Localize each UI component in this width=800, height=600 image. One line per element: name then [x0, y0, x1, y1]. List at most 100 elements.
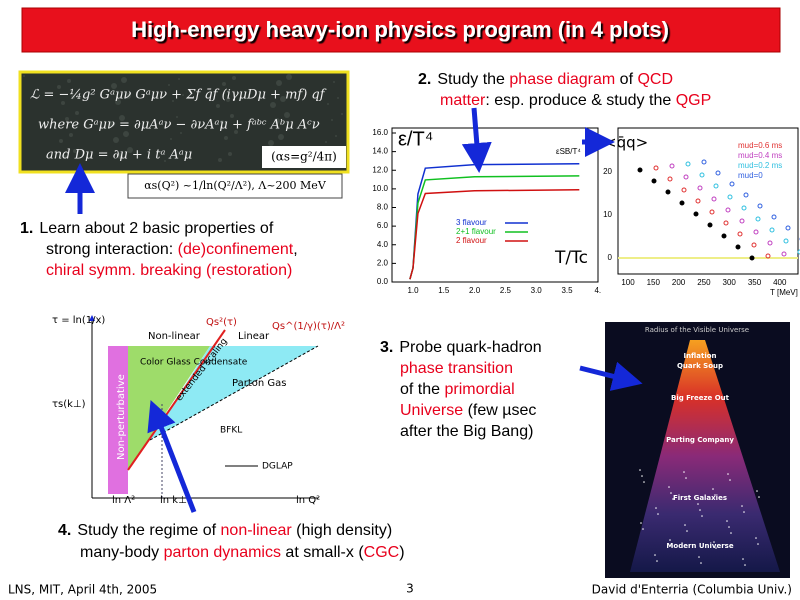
- legend-label: 2 flavour: [456, 236, 487, 245]
- data-point: [723, 220, 729, 226]
- stage-label: Parting Company: [666, 436, 734, 444]
- data-point: [709, 209, 715, 215]
- text-run: ,: [293, 241, 297, 258]
- point-line: 4. Study the regime of non-linear (high d…: [58, 522, 392, 539]
- text-run: strong interaction:: [46, 241, 178, 258]
- y-tick-label: 0: [608, 253, 613, 262]
- texture: [182, 94, 184, 96]
- point-number: 3.: [380, 339, 393, 356]
- star: [684, 524, 686, 526]
- texture: [119, 115, 125, 121]
- text-run: (few µsec: [463, 402, 536, 419]
- title-bar: [21, 7, 781, 53]
- texture: [164, 160, 166, 162]
- x-tick-label: 350: [748, 278, 762, 287]
- axis-label: τs(k⊥): [52, 399, 86, 410]
- star: [755, 537, 757, 539]
- point-line: chiral symm. breaking (restoration): [46, 262, 292, 279]
- star: [726, 520, 728, 522]
- texture: [65, 117, 69, 121]
- region-label: Color Glass Condensate: [140, 358, 248, 368]
- data-point: [665, 189, 671, 195]
- texture: [174, 154, 176, 156]
- data-point: [707, 222, 713, 228]
- curve-label: Qs^(1/γ)(τ)/Λ²: [272, 321, 345, 332]
- text-run: Study the regime of: [77, 522, 220, 539]
- y-tick-label: 0.0: [377, 277, 389, 286]
- point-line: strong interaction: (de)confinement,: [46, 241, 298, 258]
- texture: [172, 100, 174, 102]
- point-line: 3. Probe quark-hadron: [380, 339, 542, 356]
- texture: [69, 133, 73, 137]
- point-line: after the Big Bang): [400, 423, 533, 440]
- text-run: phase diagram: [509, 71, 615, 88]
- texture: [176, 116, 178, 118]
- point-line: Universe (few µsec: [400, 402, 536, 419]
- legend-label: 2+1 flavour: [456, 227, 496, 236]
- texture: [113, 137, 119, 143]
- texture: [268, 140, 274, 146]
- y-tick-label: 10: [603, 210, 612, 219]
- texture: [117, 153, 123, 159]
- data-point: [755, 216, 761, 222]
- star: [698, 556, 700, 558]
- text-run: primordial: [444, 381, 514, 398]
- data-point: [757, 203, 763, 209]
- point-line: 2. Study the phase diagram of QCD: [418, 71, 673, 88]
- star: [686, 530, 688, 532]
- point-line: many-body parton dynamics at small-x (CG…: [80, 544, 405, 561]
- texture: [216, 104, 220, 108]
- star: [744, 564, 746, 566]
- texture: [224, 136, 228, 140]
- data-point: [781, 251, 787, 257]
- text-run: matter: [440, 92, 486, 109]
- data-point: [653, 165, 659, 171]
- stage-label: Big Freeze Out: [671, 394, 730, 402]
- text-run: Study the: [437, 71, 509, 88]
- text-run: at small-x (: [281, 544, 364, 561]
- texture: [168, 84, 170, 86]
- y-tick-label: 2.0: [377, 258, 389, 267]
- data-point: [753, 229, 759, 235]
- y-tick-label: 4.0: [377, 240, 389, 249]
- texture: [327, 103, 329, 105]
- texture: [337, 97, 339, 99]
- footer-left: LNS, MIT, April 4th, 2005: [8, 583, 157, 597]
- star: [715, 547, 717, 549]
- data-point: [683, 174, 689, 180]
- y-tick-label: 6.0: [377, 221, 389, 230]
- texture: [222, 82, 226, 86]
- star: [656, 560, 658, 562]
- axis-label: τ = ln(1/x): [52, 315, 105, 326]
- star: [700, 562, 702, 564]
- texture: [331, 119, 333, 121]
- point-line: 1. Learn about 2 basic properties of: [20, 220, 274, 237]
- x-tick-label: 1.0: [407, 286, 419, 295]
- text-run: phase transition: [400, 360, 513, 377]
- texture: [278, 134, 284, 140]
- texture: [230, 114, 234, 118]
- x-tick-label: 2.5: [500, 286, 512, 295]
- texture: [115, 99, 121, 105]
- data-point: [715, 170, 721, 176]
- texture: [232, 76, 236, 80]
- coupling: (αs=g²/4π): [271, 150, 337, 164]
- star: [639, 469, 641, 471]
- text-run: of: [615, 71, 637, 88]
- stage-label: Inflation: [683, 352, 716, 360]
- lattice-frame: [391, 127, 599, 283]
- x-tick-label: 100: [621, 278, 635, 287]
- texture: [325, 141, 327, 143]
- star: [654, 554, 656, 556]
- text-run: ): [399, 544, 404, 561]
- legend-label: mud=0: [738, 171, 763, 180]
- universe-funnel: [630, 340, 780, 572]
- data-point: [729, 181, 735, 187]
- x-tick-label: 4.: [594, 286, 601, 295]
- legend-label: mud=0.2 ms: [738, 161, 782, 170]
- saturation-line: [127, 329, 226, 471]
- y-label: ε/T⁴: [398, 128, 433, 150]
- text-run: QGP: [676, 92, 712, 109]
- data-point: [771, 214, 777, 220]
- data-point: [713, 183, 719, 189]
